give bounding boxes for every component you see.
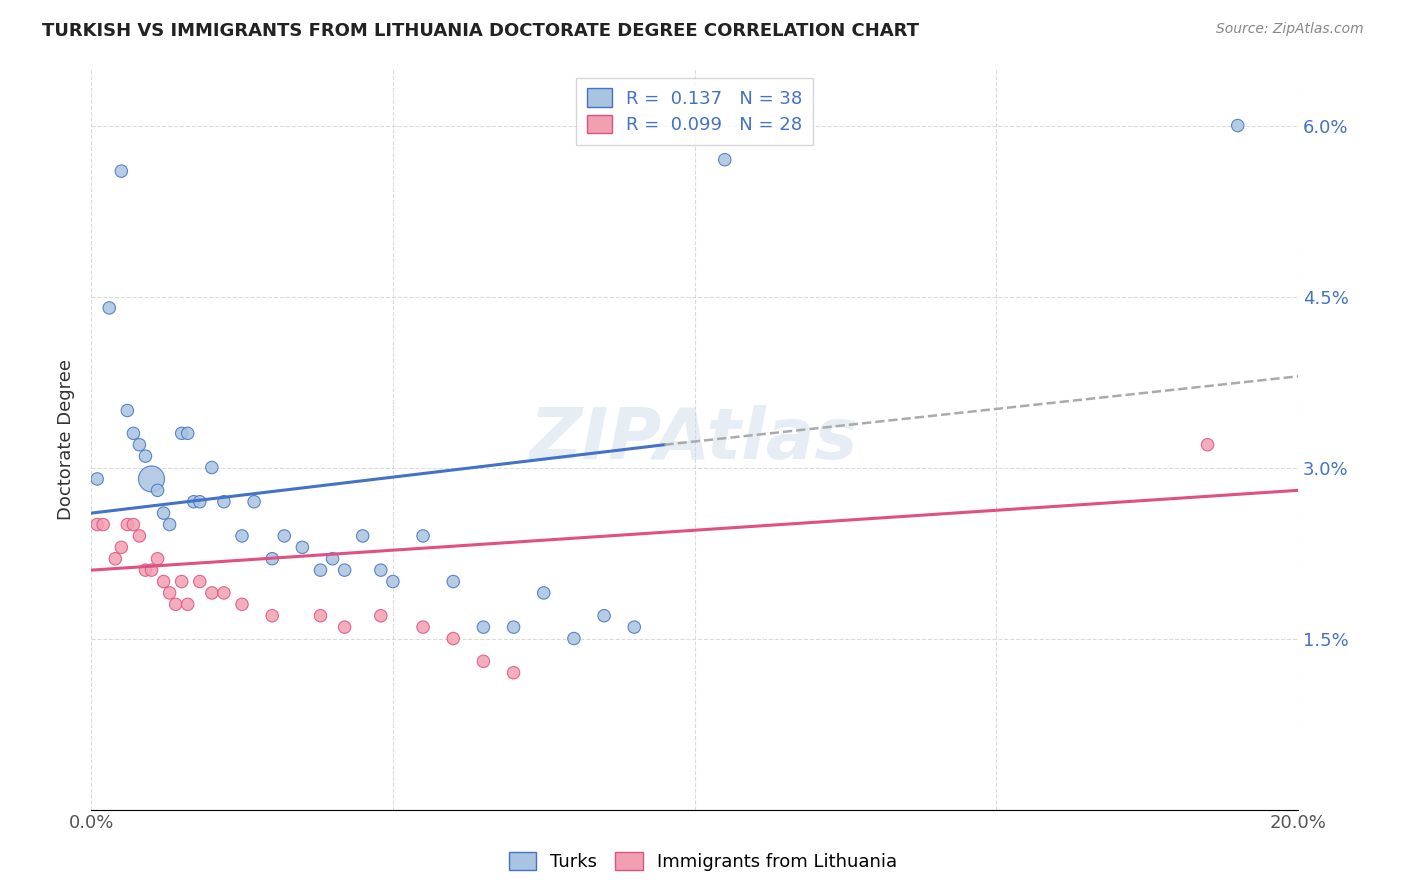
Point: [441, 632, 464, 646]
Point: [188, 494, 211, 508]
Point: [412, 529, 434, 543]
Legend: Turks, Immigrants from Lithuania: Turks, Immigrants from Lithuania: [502, 845, 904, 879]
Point: [623, 620, 645, 634]
Point: [562, 632, 585, 646]
Point: [152, 506, 174, 520]
Point: [441, 574, 464, 589]
Point: [472, 620, 495, 634]
Point: [370, 608, 392, 623]
Point: [177, 426, 200, 441]
Point: [212, 586, 235, 600]
Point: [201, 586, 224, 600]
Point: [201, 460, 224, 475]
Point: [333, 563, 356, 577]
Point: [1197, 438, 1219, 452]
Point: [128, 438, 150, 452]
Text: ZIPAtlas: ZIPAtlas: [530, 405, 859, 474]
Point: [472, 654, 495, 668]
Point: [333, 620, 356, 634]
Point: [146, 551, 169, 566]
Point: [243, 494, 266, 508]
Point: [370, 563, 392, 577]
Point: [159, 586, 181, 600]
Point: [291, 541, 314, 555]
Point: [533, 586, 555, 600]
Point: [262, 608, 284, 623]
Text: Source: ZipAtlas.com: Source: ZipAtlas.com: [1216, 22, 1364, 37]
Point: [188, 574, 211, 589]
Point: [117, 517, 139, 532]
Point: [146, 483, 169, 498]
Point: [170, 574, 193, 589]
Point: [134, 563, 156, 577]
Point: [128, 529, 150, 543]
Point: [110, 541, 132, 555]
Point: [352, 529, 374, 543]
Point: [183, 494, 205, 508]
Legend: R =  0.137   N = 38, R =  0.099   N = 28: R = 0.137 N = 38, R = 0.099 N = 28: [576, 78, 814, 145]
Point: [86, 517, 108, 532]
Point: [593, 608, 616, 623]
Point: [177, 598, 200, 612]
Point: [104, 551, 127, 566]
Text: TURKISH VS IMMIGRANTS FROM LITHUANIA DOCTORATE DEGREE CORRELATION CHART: TURKISH VS IMMIGRANTS FROM LITHUANIA DOC…: [42, 22, 920, 40]
Point: [412, 620, 434, 634]
Point: [713, 153, 735, 167]
Point: [309, 563, 332, 577]
Point: [122, 517, 145, 532]
Point: [231, 529, 253, 543]
Point: [165, 598, 187, 612]
Point: [502, 665, 524, 680]
Point: [152, 574, 174, 589]
Point: [141, 472, 163, 486]
Point: [502, 620, 524, 634]
Point: [273, 529, 295, 543]
Point: [231, 598, 253, 612]
Point: [122, 426, 145, 441]
Point: [86, 472, 108, 486]
Point: [212, 494, 235, 508]
Point: [98, 301, 121, 315]
Point: [91, 517, 114, 532]
Point: [141, 563, 163, 577]
Point: [381, 574, 404, 589]
Point: [262, 551, 284, 566]
Point: [322, 551, 344, 566]
Point: [170, 426, 193, 441]
Point: [309, 608, 332, 623]
Point: [110, 164, 132, 178]
Y-axis label: Doctorate Degree: Doctorate Degree: [58, 359, 75, 519]
Point: [134, 449, 156, 463]
Point: [159, 517, 181, 532]
Point: [117, 403, 139, 417]
Point: [1226, 119, 1249, 133]
